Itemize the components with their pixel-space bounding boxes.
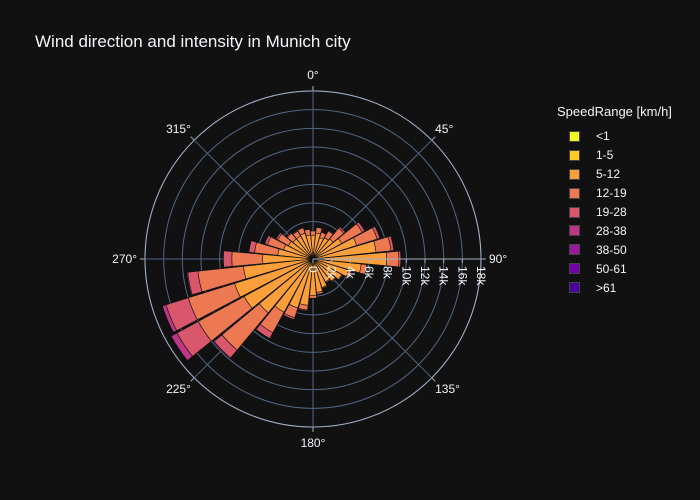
wind-bar-segment[interactable] <box>325 278 331 284</box>
wind-bar-segment[interactable] <box>212 341 231 360</box>
angular-tick-label: 225° <box>166 382 191 396</box>
wind-bar-segment[interactable] <box>345 269 352 279</box>
wind-bar-segment[interactable] <box>319 231 327 240</box>
legend-item[interactable]: 5-12 <box>557 165 672 184</box>
wind-bar-segment[interactable] <box>337 274 343 281</box>
chart-title: Wind direction and intensity in Munich c… <box>35 32 351 51</box>
legend-label: 12-19 <box>596 186 627 201</box>
radial-tick-label: 4k <box>343 266 357 280</box>
legend-swatch <box>569 206 580 218</box>
legend-item[interactable]: 1-5 <box>557 146 672 165</box>
wind-bar-segment[interactable] <box>387 235 395 252</box>
wind-bar-segment[interactable] <box>292 229 299 235</box>
radial-tick-label: 6k <box>362 266 376 280</box>
radial-tick-label: 2k <box>325 266 339 280</box>
angular-tick-label: 270° <box>112 252 137 266</box>
angular-tick-label: 45° <box>435 122 453 136</box>
wind-bar-segment[interactable] <box>321 285 328 289</box>
angular-tick-label: 0° <box>307 68 319 82</box>
legend-swatch <box>569 130 580 142</box>
wind-bar-segment[interactable] <box>356 221 366 233</box>
angular-tick <box>431 136 436 141</box>
wind-bar-segment[interactable] <box>364 264 369 275</box>
radial-tick-label: 18k <box>474 266 488 286</box>
angular-tick <box>431 377 436 382</box>
legend-item[interactable]: 38-50 <box>557 240 672 259</box>
wind-bar-segment[interactable] <box>264 235 272 246</box>
legend-item[interactable]: 50-61 <box>557 259 672 278</box>
legend-item[interactable]: >61 <box>557 278 672 297</box>
wind-bar-segment[interactable] <box>170 332 193 361</box>
angular-tick-label: 315° <box>166 122 191 136</box>
angular-tick-label: 135° <box>435 382 460 396</box>
angular-tick <box>190 377 195 382</box>
legend-label: <1 <box>596 129 610 144</box>
wind-bar-segment[interactable] <box>223 250 233 268</box>
radial-tick-label: 8k <box>381 266 395 280</box>
wind-bar-segment[interactable] <box>275 232 283 241</box>
legend-label: 19-28 <box>596 205 627 219</box>
wind-bar-segment[interactable] <box>372 226 381 240</box>
wind-bar-segment[interactable] <box>327 229 334 235</box>
wind-bar-segment[interactable] <box>316 290 324 295</box>
legend-item[interactable]: 28-38 <box>557 221 672 240</box>
legend-label: 1-5 <box>596 148 614 163</box>
wind-bar-segment[interactable] <box>315 227 323 235</box>
legend-label: 28-38 <box>596 223 627 238</box>
angular-tick-label: 180° <box>301 436 326 450</box>
legend: SpeedRange [km/h] <1 1-5 5-12 12-19 19-28 28-… <box>557 104 672 297</box>
legend-item[interactable]: <1 <box>557 127 672 146</box>
radial-tick-label: 12k <box>418 266 432 286</box>
wind-bar-segment[interactable] <box>248 240 257 254</box>
wind-bar-segment[interactable] <box>231 251 264 267</box>
legend-swatch <box>569 282 580 294</box>
wind-bar-segment[interactable] <box>310 230 316 237</box>
radial-tick-label: 16k <box>455 266 469 286</box>
wind-bar-segment[interactable] <box>297 227 306 236</box>
legend-swatch <box>569 168 580 180</box>
legend-title: SpeedRange [km/h] <box>557 104 672 119</box>
legend-swatch <box>569 225 580 237</box>
legend-label: 50-61 <box>596 261 627 276</box>
wind-bar-segment[interactable] <box>255 323 274 339</box>
wind-bar-segment[interactable] <box>309 294 317 299</box>
legend-swatch <box>569 149 580 161</box>
angular-tick <box>190 136 195 141</box>
wind-bar-segment[interactable] <box>338 226 346 234</box>
legend-label: 5-12 <box>596 167 621 182</box>
wind-bar-segment[interactable] <box>286 232 292 238</box>
radial-tick-label: 10k <box>399 266 413 286</box>
radial-tick-label: 0 <box>306 266 320 273</box>
radial-tick-label: 14k <box>437 266 451 286</box>
legend-item[interactable]: 19-28 <box>557 203 672 222</box>
wind-bar-segment[interactable] <box>162 304 178 333</box>
wind-bar-segment[interactable] <box>304 228 311 237</box>
legend-item[interactable]: 12-19 <box>557 184 672 203</box>
wind-bar-segment[interactable] <box>186 271 193 296</box>
wind-bar-segment[interactable] <box>331 277 337 283</box>
wind-bar-segment[interactable] <box>297 307 308 312</box>
legend-swatch <box>569 244 580 256</box>
legend-label: 38-50 <box>596 242 627 257</box>
legend-label: >61 <box>596 280 617 295</box>
legend-swatch <box>569 263 580 275</box>
wind-bar-segment[interactable] <box>283 313 296 320</box>
angular-tick-label: 90° <box>489 252 507 266</box>
legend-swatch <box>569 187 580 199</box>
